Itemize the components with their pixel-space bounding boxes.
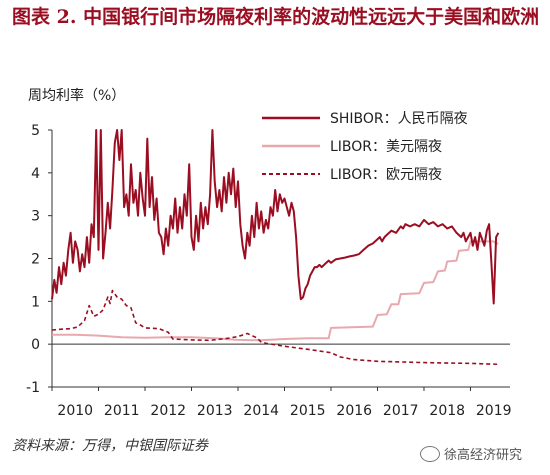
x-tick-label: 2012 xyxy=(150,403,186,419)
y-tick-label: 4 xyxy=(31,166,40,182)
watermark-text: 徐高经济研究 xyxy=(444,448,523,463)
y-axis-label: 周均利率（%） xyxy=(28,87,125,104)
y-tick-label: 1 xyxy=(31,294,40,310)
y-tick-label: 5 xyxy=(31,123,40,139)
y-tick-label: 2 xyxy=(31,252,40,268)
x-tick-label: 2016 xyxy=(336,403,372,419)
series-layer xyxy=(51,129,500,366)
legend: SHIBOR：人民币隔夜 LIBOR：美元隔夜 LIBOR：欧元隔夜 xyxy=(262,111,468,183)
x-tick-label: 2010 xyxy=(57,403,93,419)
legend-label-2: LIBOR：欧元隔夜 xyxy=(330,167,442,183)
x-tick-label: 2011 xyxy=(104,403,140,419)
y-tick-label: -1 xyxy=(26,380,40,396)
legend-label-0: SHIBOR：人民币隔夜 xyxy=(330,111,468,127)
chart-title: 图表 2. 中国银行间市场隔夜利率的波动性远远大于美国和欧洲 xyxy=(12,6,540,28)
x-tick-label: 2013 xyxy=(197,403,233,419)
y-tick-label: 0 xyxy=(31,337,40,353)
axes: 周均利率（%） 5 4 3 2 1 0 -1 2010 2011 2012 2013 2014 2015 2… xyxy=(26,87,512,419)
series-line-2 xyxy=(51,289,499,366)
series-line-1 xyxy=(52,240,499,342)
x-tick-label: 2019 xyxy=(476,403,512,419)
series-line-0 xyxy=(51,129,500,305)
watermark: 徐高经济研究 xyxy=(420,444,522,463)
x-tick-label: 2014 xyxy=(243,403,279,419)
source-note: 资料来源：万得，中银国际证券 xyxy=(12,438,208,454)
x-tick-label: 2015 xyxy=(290,403,326,419)
x-tick-label: 2017 xyxy=(383,403,419,419)
y-tick-label: 3 xyxy=(31,209,40,225)
x-tick-label: 2018 xyxy=(429,403,465,419)
legend-label-1: LIBOR：美元隔夜 xyxy=(330,139,442,155)
wechat-icon xyxy=(420,445,440,462)
